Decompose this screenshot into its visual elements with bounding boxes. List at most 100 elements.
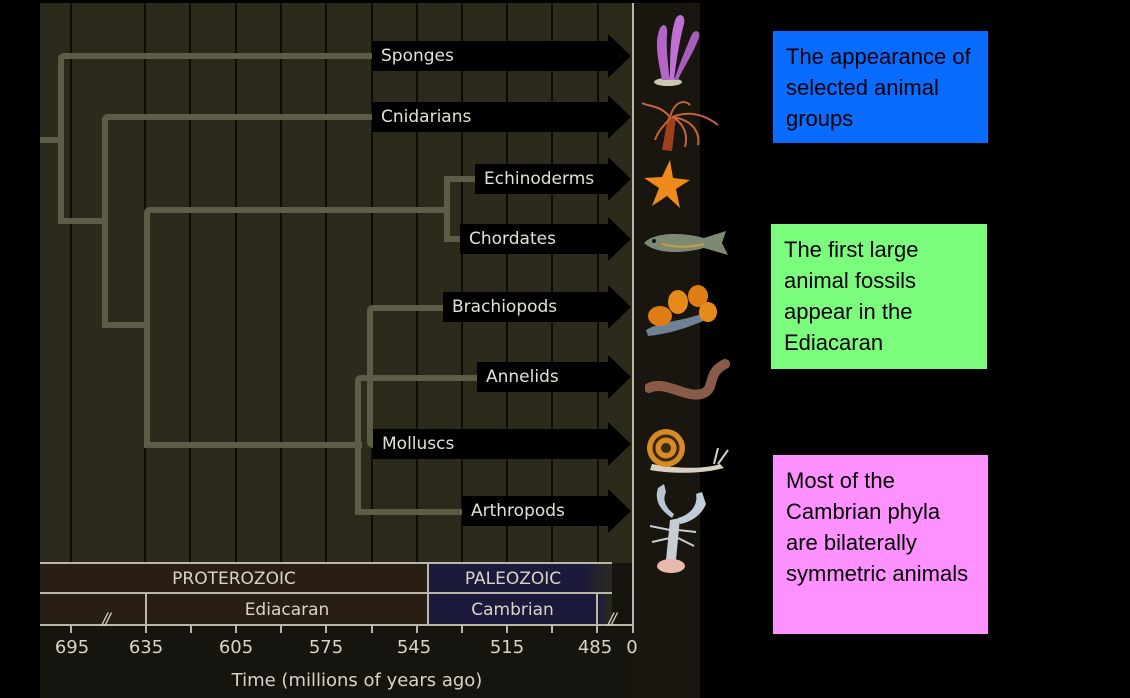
tick [416, 625, 418, 633]
branch-bilateria-vertical [144, 207, 150, 448]
cnidarian-icon [641, 101, 719, 151]
gridline [597, 3, 599, 563]
gridline [280, 3, 282, 563]
note-ediacaran-fossils: The first large animal fossils appear in… [771, 224, 987, 369]
gridline [461, 3, 463, 563]
tick [632, 625, 634, 633]
period-boundary [145, 593, 147, 625]
branch-deuterostomes [144, 207, 450, 213]
arrow-icon [608, 95, 631, 139]
era-boundary [427, 562, 429, 625]
tick-label: 635 [128, 637, 164, 658]
tick [235, 625, 237, 633]
group-label-annelids: Annelids [477, 355, 631, 399]
gridline [325, 3, 327, 563]
axis-title: Time (millions of years ago) [231, 670, 483, 691]
gridline [416, 3, 418, 563]
worm-icon [645, 359, 730, 400]
branch-eumetazoa [58, 218, 108, 224]
tick-label: 575 [308, 637, 344, 658]
fish-icon [644, 231, 728, 255]
phylogeny-grid [40, 3, 632, 563]
group-name: Annelids [477, 362, 608, 392]
group-name: Echinoderms [475, 164, 608, 194]
paleozoic-band: PALEOZOIC [428, 564, 612, 593]
branch-protostomes [144, 442, 362, 448]
group-label-sponges: Sponges [372, 34, 631, 78]
group-name: Sponges [372, 41, 608, 71]
tick [70, 625, 72, 633]
arrow-icon [608, 422, 631, 466]
cambrian-fade [598, 594, 612, 625]
axis-break-icon: // [102, 609, 111, 628]
group-label-echinoderms: Echinoderms [475, 157, 631, 201]
axis-break-icon: // [608, 609, 617, 628]
branch-echinoderms [444, 176, 480, 182]
group-label-brachiopods: Brachiopods [443, 285, 631, 329]
tick [190, 625, 192, 633]
starfish-icon [644, 160, 690, 208]
tick-label: 485 [577, 637, 613, 658]
tick [371, 625, 373, 633]
note-text: The first large animal fossils appear in… [784, 237, 919, 355]
gridline [551, 3, 553, 563]
present-day-line [632, 3, 634, 630]
branch-sponges [58, 53, 378, 59]
cambrian-label: Cambrian [471, 599, 554, 620]
gridline [70, 3, 72, 563]
note-bilateral-symmetry: Most of the Cambrian phyla are bilateral… [773, 455, 988, 634]
group-name: Molluscs [373, 429, 608, 459]
branch-lophotrochozoa-vertical [367, 305, 373, 448]
branch-brachiopods [367, 305, 447, 311]
branch-deuterostomes-vertical [444, 176, 450, 242]
arrow-icon [608, 217, 631, 261]
proterozoic-band: PROTEROZOIC [40, 564, 428, 593]
tick [145, 625, 147, 633]
branch-bilateria [102, 322, 150, 328]
branch-eumetazoa-vertical [102, 114, 108, 328]
tick-label: 605 [218, 637, 254, 658]
group-name: Cnidarians [372, 102, 608, 132]
group-label-molluscs: Molluscs [373, 422, 631, 466]
group-name: Chordates [460, 224, 608, 254]
note-text: Most of the Cambrian phyla are bilateral… [786, 468, 969, 586]
group-label-chordates: Chordates [460, 217, 631, 261]
tick [506, 625, 508, 633]
arrow-icon [608, 34, 631, 78]
arrow-icon [608, 489, 631, 533]
tick [461, 625, 463, 633]
gridline [235, 3, 237, 563]
tick-label: 515 [489, 637, 525, 658]
branch-chordates [444, 236, 466, 242]
tick [551, 625, 553, 633]
branch-annelids [355, 375, 481, 381]
lobster-icon [649, 484, 706, 573]
tick [596, 625, 598, 633]
tick-label: 0 [626, 637, 638, 658]
branch-arthropods [355, 509, 467, 515]
note-text: The appearance of selected animal groups [786, 44, 971, 131]
snail-icon [647, 429, 729, 473]
arrow-icon [608, 285, 631, 329]
group-name: Brachiopods [443, 292, 608, 322]
tick-label: 545 [396, 637, 432, 658]
time-axis-line [40, 624, 634, 626]
cambrian-band: Cambrian [428, 594, 597, 625]
pre-ediacaran-band [40, 594, 145, 625]
proterozoic-label: PROTEROZOIC [172, 568, 296, 589]
cambrian-end-boundary [596, 593, 598, 625]
tick [325, 625, 327, 633]
arrow-icon [608, 355, 631, 399]
branch-root-vertical [58, 53, 64, 224]
tick-label: 695 [54, 637, 90, 658]
paleozoic-label: PALEOZOIC [464, 568, 562, 589]
group-label-arthropods: Arthropods [462, 489, 631, 533]
ediacaran-band: Ediacaran [146, 594, 428, 625]
root-branch [40, 137, 64, 143]
gridline [371, 3, 373, 563]
arrow-icon [608, 157, 631, 201]
icon-column [633, 3, 700, 698]
tick [280, 625, 282, 633]
group-name: Arthropods [462, 496, 608, 526]
branch-protostomes-vertical [355, 375, 361, 515]
